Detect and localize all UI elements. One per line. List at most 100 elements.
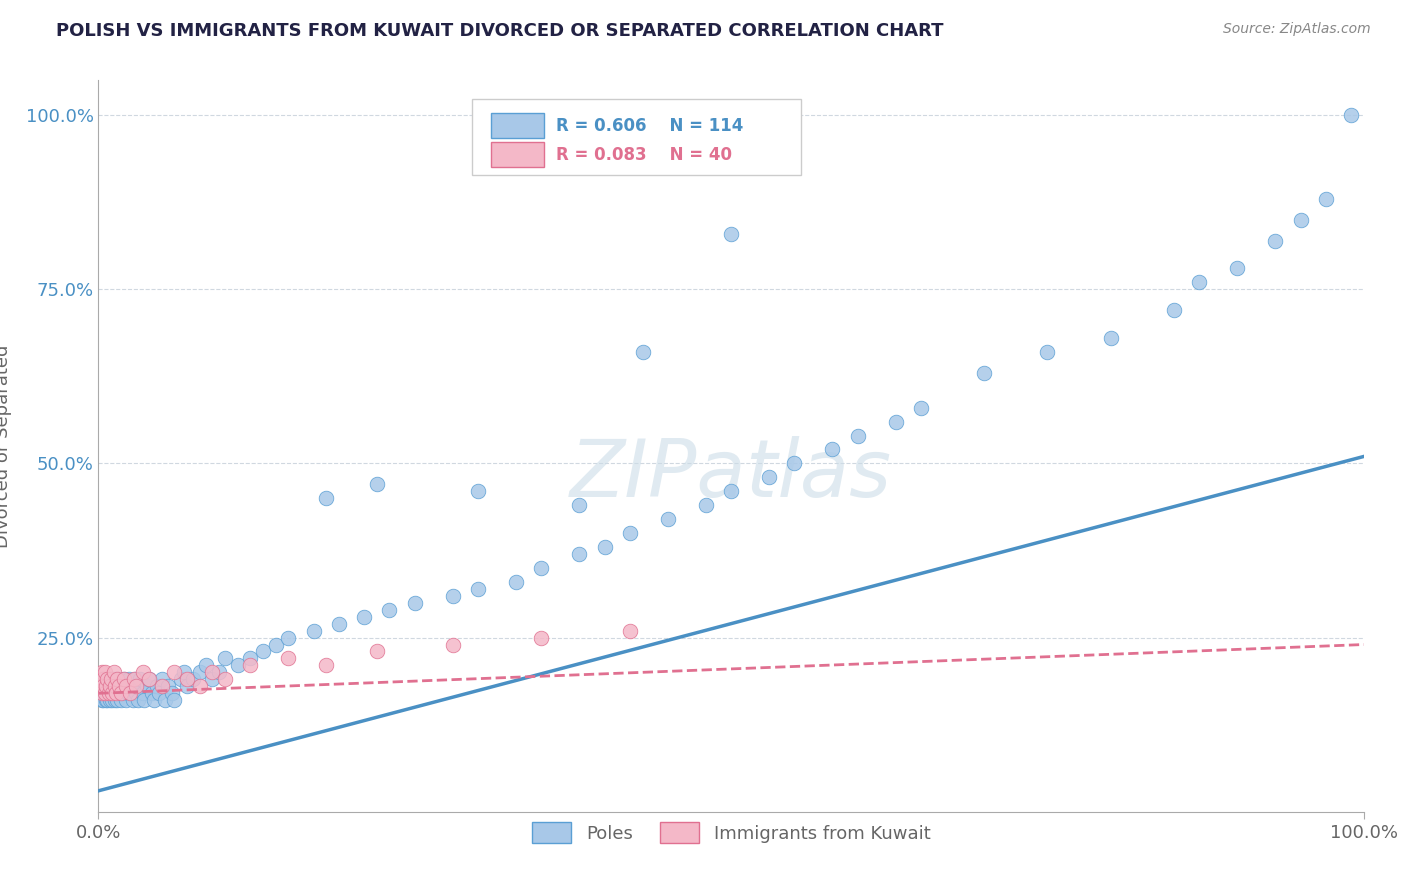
Point: [122, 679, 145, 693]
Point: [1289, 212, 1312, 227]
Text: ZIPatlas: ZIPatlas: [569, 436, 893, 515]
Point: [125, 679, 148, 693]
Point: [107, 679, 129, 693]
Point: [104, 693, 127, 707]
Point: [112, 673, 135, 687]
Point: [93, 673, 115, 687]
Point: [115, 693, 138, 707]
Point: [91, 686, 114, 700]
FancyBboxPatch shape: [471, 99, 800, 176]
Point: [93, 679, 115, 693]
Point: [97, 686, 120, 700]
Point: [505, 574, 527, 589]
Point: [90, 673, 112, 687]
Point: [619, 526, 641, 541]
Point: [277, 631, 299, 645]
Point: [132, 665, 155, 680]
Point: [150, 679, 173, 693]
Point: [194, 658, 218, 673]
Point: [157, 679, 180, 693]
Point: [103, 686, 125, 700]
Point: [568, 547, 591, 561]
Text: Source: ZipAtlas.com: Source: ZipAtlas.com: [1223, 22, 1371, 37]
Point: [96, 693, 118, 707]
Point: [89, 673, 111, 687]
FancyBboxPatch shape: [491, 113, 544, 138]
Point: [1226, 261, 1249, 276]
Point: [884, 415, 907, 429]
Point: [124, 673, 146, 687]
Point: [568, 498, 591, 512]
Point: [107, 679, 129, 693]
Point: [467, 484, 489, 499]
Point: [657, 512, 679, 526]
Point: [90, 679, 112, 693]
Point: [695, 498, 717, 512]
Point: [720, 227, 742, 241]
Point: [208, 665, 231, 680]
Point: [100, 686, 122, 700]
Point: [148, 686, 170, 700]
Point: [110, 693, 132, 707]
Point: [188, 665, 211, 680]
Point: [96, 686, 118, 700]
Point: [91, 665, 114, 680]
Point: [122, 673, 145, 687]
Point: [120, 686, 142, 700]
Point: [93, 665, 117, 680]
Point: [150, 673, 173, 687]
Point: [239, 658, 262, 673]
Point: [315, 491, 337, 506]
Point: [120, 686, 141, 700]
Point: [103, 679, 125, 693]
Point: [1340, 108, 1362, 122]
Point: [846, 428, 869, 442]
Point: [201, 665, 224, 680]
Point: [163, 693, 186, 707]
Point: [631, 345, 654, 359]
Point: [114, 679, 136, 693]
Text: POLISH VS IMMIGRANTS FROM KUWAIT DIVORCED OR SEPARATED CORRELATION CHART: POLISH VS IMMIGRANTS FROM KUWAIT DIVORCE…: [56, 22, 943, 40]
Point: [264, 638, 287, 652]
Point: [302, 624, 325, 638]
Text: R = 0.606    N = 114: R = 0.606 N = 114: [557, 117, 744, 135]
Point: [176, 673, 198, 687]
Point: [176, 679, 198, 693]
Legend: Poles, Immigrants from Kuwait: Poles, Immigrants from Kuwait: [524, 815, 938, 850]
Point: [127, 693, 149, 707]
Point: [530, 631, 553, 645]
Point: [107, 673, 129, 687]
Point: [112, 673, 135, 687]
Point: [1264, 234, 1286, 248]
Point: [104, 673, 127, 687]
Point: [108, 686, 131, 700]
Point: [91, 679, 114, 693]
Point: [101, 673, 124, 687]
Point: [132, 693, 155, 707]
Point: [530, 561, 553, 575]
Point: [214, 651, 236, 665]
Point: [89, 679, 111, 693]
Point: [467, 582, 489, 596]
Point: [117, 686, 139, 700]
Point: [107, 693, 129, 707]
Point: [93, 673, 117, 687]
Point: [910, 401, 932, 415]
Point: [143, 693, 166, 707]
Point: [105, 686, 128, 700]
Point: [90, 686, 112, 700]
Point: [188, 679, 211, 693]
Point: [93, 686, 117, 700]
FancyBboxPatch shape: [491, 143, 544, 168]
Point: [183, 673, 205, 687]
Point: [94, 693, 117, 707]
Point: [145, 679, 167, 693]
Point: [96, 673, 118, 687]
Point: [121, 693, 143, 707]
Point: [226, 658, 249, 673]
Point: [141, 686, 163, 700]
Point: [173, 665, 195, 680]
Point: [315, 658, 337, 673]
Point: [169, 673, 191, 687]
Point: [98, 673, 121, 687]
